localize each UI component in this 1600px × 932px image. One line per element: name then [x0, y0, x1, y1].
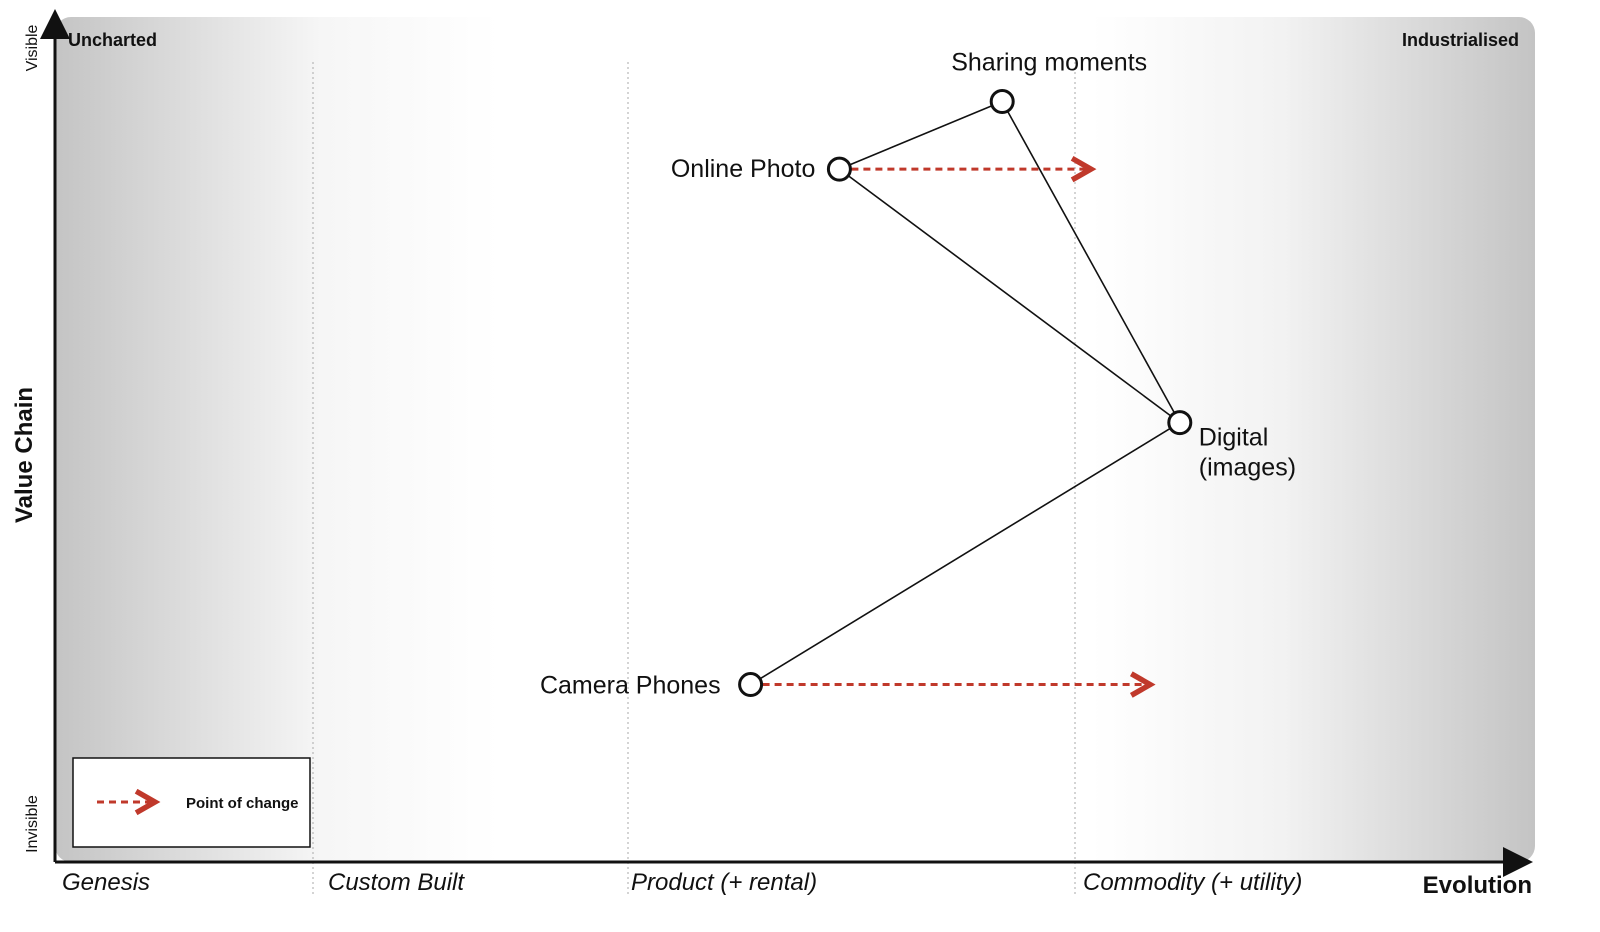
map-background [55, 17, 1535, 862]
stage-label-custom-built: Custom Built [328, 869, 465, 896]
stage-label-product: Product (+ rental) [631, 869, 817, 896]
link-sharing-online [839, 100, 1003, 170]
component-label-digital: Digital [1199, 424, 1268, 452]
corner-label-uncharted: Uncharted [68, 30, 157, 50]
link-camera-digital [750, 421, 1181, 686]
x-axis-title: Evolution [1423, 872, 1532, 899]
y-axis-invisible-label: Invisible [24, 795, 41, 853]
y-axis-title: Value Chain [11, 387, 38, 523]
component-node-digital[interactable] [1167, 410, 1193, 436]
link-online-digital [838, 168, 1181, 424]
component-label-camera: Camera Phones [540, 672, 721, 700]
corner-label-industrialised: Industrialised [1402, 30, 1519, 50]
components: Sharing moments Online Photo Digital(image… [540, 49, 1296, 700]
component-node-online[interactable] [826, 156, 852, 182]
link-sharing-digital [1001, 101, 1181, 423]
legend: Point of change [72, 757, 311, 848]
component-label-sharing: Sharing moments [951, 49, 1147, 77]
stage-label-commodity: Commodity (+ utility) [1083, 869, 1302, 896]
component-node-camera[interactable] [738, 672, 764, 698]
component-label-online: Online Photo [671, 155, 816, 183]
change-arrows [762, 169, 1151, 684]
component-label-digital: (images) [1199, 454, 1296, 482]
y-axis-visible-label: Visible [24, 24, 41, 71]
stage-label-genesis: Genesis [62, 869, 150, 896]
component-node-sharing[interactable] [989, 89, 1015, 114]
value-chain-links [750, 100, 1181, 686]
stage-dividers [312, 62, 1076, 895]
legend-label: Point of change [186, 795, 299, 812]
